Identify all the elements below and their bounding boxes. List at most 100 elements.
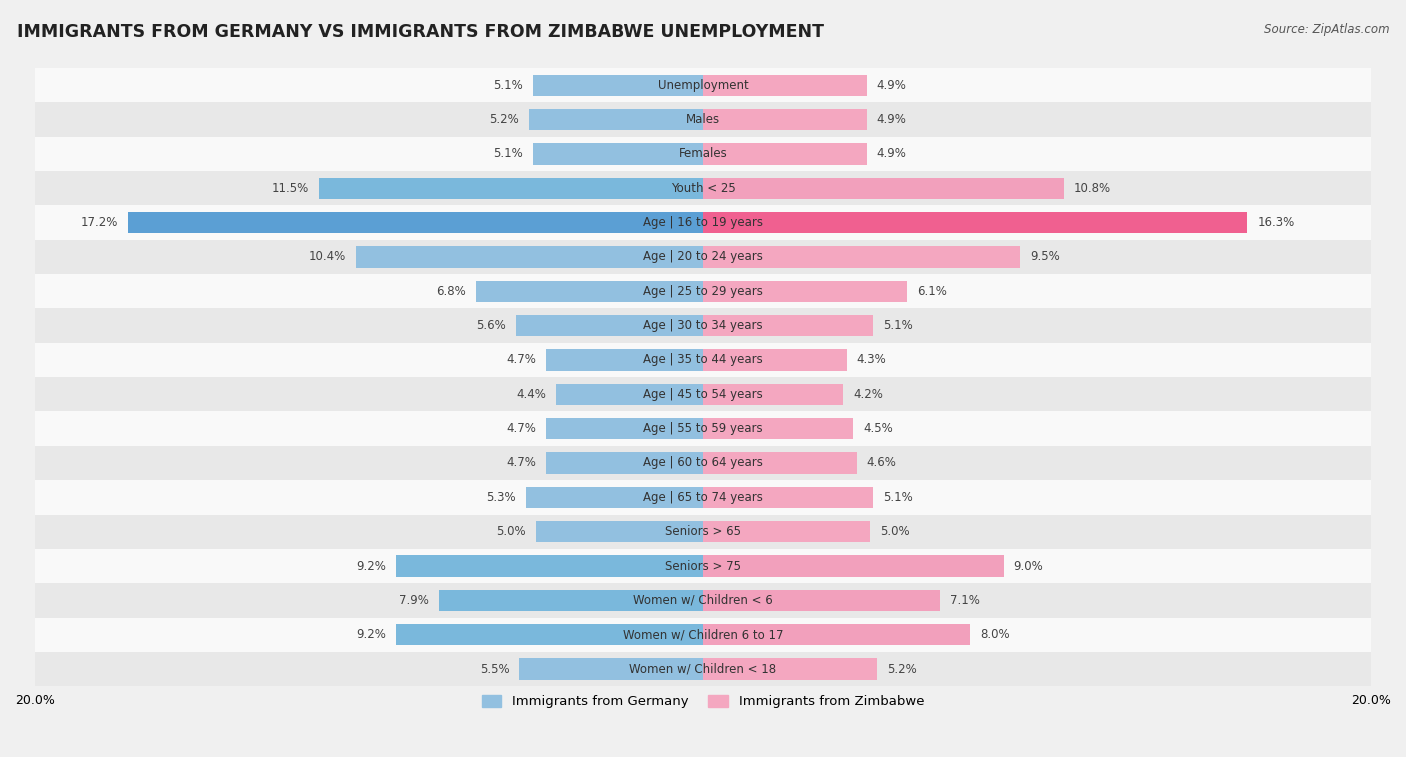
Bar — [35, 446, 1371, 480]
Bar — [546, 418, 703, 439]
Bar — [35, 583, 1371, 618]
Bar — [703, 246, 1021, 267]
Text: Age | 65 to 74 years: Age | 65 to 74 years — [643, 491, 763, 504]
Bar — [703, 659, 877, 680]
Bar — [546, 453, 703, 474]
Bar — [439, 590, 703, 611]
Bar — [35, 618, 1371, 652]
Bar — [35, 171, 1371, 205]
Text: Age | 35 to 44 years: Age | 35 to 44 years — [643, 354, 763, 366]
Text: 7.1%: 7.1% — [950, 594, 980, 607]
Bar — [356, 246, 703, 267]
Text: 10.4%: 10.4% — [308, 251, 346, 263]
Text: 9.5%: 9.5% — [1031, 251, 1060, 263]
Bar — [533, 143, 703, 164]
Bar — [35, 308, 1371, 343]
Text: 5.0%: 5.0% — [496, 525, 526, 538]
Text: 5.3%: 5.3% — [486, 491, 516, 504]
Text: Youth < 25: Youth < 25 — [671, 182, 735, 195]
Text: Source: ZipAtlas.com: Source: ZipAtlas.com — [1264, 23, 1389, 36]
Bar — [35, 343, 1371, 377]
Text: Unemployment: Unemployment — [658, 79, 748, 92]
Bar — [703, 74, 866, 96]
Bar — [703, 349, 846, 371]
Text: Women w/ Children < 6: Women w/ Children < 6 — [633, 594, 773, 607]
Text: Seniors > 65: Seniors > 65 — [665, 525, 741, 538]
Bar — [703, 453, 856, 474]
Text: 5.1%: 5.1% — [883, 319, 912, 332]
Bar — [526, 487, 703, 508]
Text: 5.2%: 5.2% — [887, 662, 917, 675]
Bar — [35, 652, 1371, 687]
Text: 5.1%: 5.1% — [494, 148, 523, 160]
Text: 4.7%: 4.7% — [506, 456, 536, 469]
Text: 4.5%: 4.5% — [863, 422, 893, 435]
Text: 4.4%: 4.4% — [516, 388, 546, 400]
Text: Women w/ Children 6 to 17: Women w/ Children 6 to 17 — [623, 628, 783, 641]
Bar — [703, 109, 866, 130]
Bar — [319, 178, 703, 199]
Text: 4.6%: 4.6% — [866, 456, 897, 469]
Bar — [703, 384, 844, 405]
Bar — [516, 315, 703, 336]
Bar — [529, 109, 703, 130]
Text: 16.3%: 16.3% — [1257, 216, 1295, 229]
Bar — [703, 143, 866, 164]
Bar — [555, 384, 703, 405]
Bar — [35, 137, 1371, 171]
Text: 4.2%: 4.2% — [853, 388, 883, 400]
Bar — [35, 515, 1371, 549]
Text: 5.2%: 5.2% — [489, 113, 519, 126]
Text: 11.5%: 11.5% — [271, 182, 309, 195]
Bar — [35, 240, 1371, 274]
Bar — [35, 480, 1371, 515]
Bar — [35, 68, 1371, 102]
Text: Seniors > 75: Seniors > 75 — [665, 559, 741, 572]
Text: Age | 20 to 24 years: Age | 20 to 24 years — [643, 251, 763, 263]
Text: 9.2%: 9.2% — [356, 628, 385, 641]
Bar — [475, 281, 703, 302]
Bar — [533, 74, 703, 96]
Text: Age | 60 to 64 years: Age | 60 to 64 years — [643, 456, 763, 469]
Text: 8.0%: 8.0% — [980, 628, 1010, 641]
Bar — [703, 521, 870, 542]
Text: 5.1%: 5.1% — [494, 79, 523, 92]
Bar — [35, 274, 1371, 308]
Bar — [35, 102, 1371, 137]
Bar — [35, 549, 1371, 583]
Text: 4.7%: 4.7% — [506, 422, 536, 435]
Bar — [546, 349, 703, 371]
Bar — [703, 418, 853, 439]
Text: 9.2%: 9.2% — [356, 559, 385, 572]
Text: IMMIGRANTS FROM GERMANY VS IMMIGRANTS FROM ZIMBABWE UNEMPLOYMENT: IMMIGRANTS FROM GERMANY VS IMMIGRANTS FR… — [17, 23, 824, 41]
Text: 4.3%: 4.3% — [856, 354, 886, 366]
Text: 7.9%: 7.9% — [399, 594, 429, 607]
Bar — [703, 590, 941, 611]
Text: Males: Males — [686, 113, 720, 126]
Text: Age | 25 to 29 years: Age | 25 to 29 years — [643, 285, 763, 298]
Bar — [35, 205, 1371, 240]
Text: 17.2%: 17.2% — [82, 216, 118, 229]
Text: Females: Females — [679, 148, 727, 160]
Bar — [536, 521, 703, 542]
Bar — [703, 178, 1064, 199]
Text: 4.9%: 4.9% — [877, 148, 907, 160]
Text: 4.7%: 4.7% — [506, 354, 536, 366]
Text: Age | 30 to 34 years: Age | 30 to 34 years — [643, 319, 763, 332]
Text: 9.0%: 9.0% — [1014, 559, 1043, 572]
Bar — [703, 624, 970, 646]
Text: 5.5%: 5.5% — [479, 662, 509, 675]
Text: 6.8%: 6.8% — [436, 285, 465, 298]
Bar — [35, 377, 1371, 412]
Bar — [395, 556, 703, 577]
Text: 5.1%: 5.1% — [883, 491, 912, 504]
Text: Age | 45 to 54 years: Age | 45 to 54 years — [643, 388, 763, 400]
Bar — [703, 556, 1004, 577]
Text: 4.9%: 4.9% — [877, 79, 907, 92]
Text: Age | 55 to 59 years: Age | 55 to 59 years — [643, 422, 763, 435]
Text: 5.6%: 5.6% — [477, 319, 506, 332]
Bar — [35, 412, 1371, 446]
Text: 10.8%: 10.8% — [1074, 182, 1111, 195]
Bar — [703, 487, 873, 508]
Text: 5.0%: 5.0% — [880, 525, 910, 538]
